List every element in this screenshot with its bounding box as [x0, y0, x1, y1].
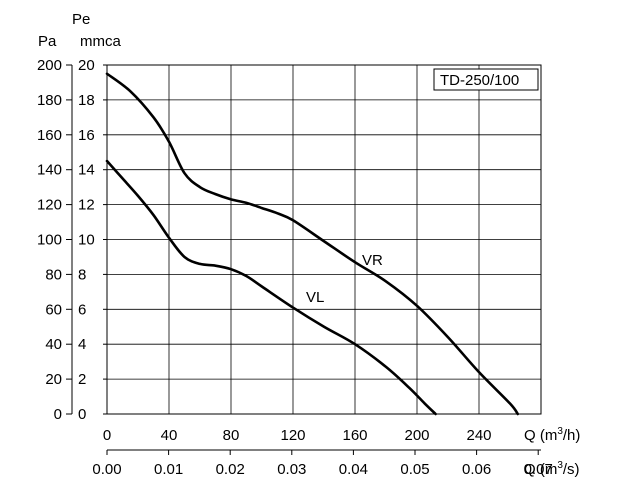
x-axis-title-m3s-tail: /s) — [563, 461, 580, 478]
mmca-tick-label: 14 — [78, 162, 95, 179]
mmca-tick-label: 4 — [78, 336, 86, 353]
legend-text: TD-250/100 — [440, 72, 519, 89]
pa-tick-label: 140 — [37, 162, 62, 179]
x-tick-label-m3h: 200 — [404, 427, 429, 444]
x-axis-title-m3s-base: Q (m — [524, 461, 557, 478]
mmca-tick-label: 2 — [78, 371, 86, 388]
x-axis-title-m3s-sup: 3 — [557, 460, 563, 471]
x-tick-label-m3s: 0.05 — [400, 461, 429, 478]
pa-tick-label: 120 — [37, 197, 62, 214]
axis-title-pe: Pe — [72, 11, 90, 28]
pa-tick-label: 40 — [45, 336, 62, 353]
mmca-tick-label: 18 — [78, 92, 95, 109]
x-axis-title-m3h-sup: 3 — [557, 426, 563, 437]
x-axis-title-m3h-base: Q (m — [524, 427, 557, 444]
pa-tick-label: 60 — [45, 301, 62, 318]
series-line-vr — [105, 72, 520, 416]
x-tick-label-m3s: 0.04 — [339, 461, 368, 478]
pa-tick-label: 20 — [45, 371, 62, 388]
mmca-tick-label: 0 — [78, 406, 86, 423]
axis-title-mmca: mmca — [80, 33, 121, 50]
mmca-tick-label: 12 — [78, 197, 95, 214]
series-label-vl: VL — [306, 289, 324, 306]
mmca-tick-label: 20 — [78, 57, 95, 74]
x-tick-label-m3h: 240 — [466, 427, 491, 444]
mmca-tick-label: 10 — [78, 232, 95, 249]
x-tick-label-m3s: 0.00 — [92, 461, 121, 478]
mmca-tick-label: 6 — [78, 301, 86, 318]
x-tick-label-m3s: 0.01 — [154, 461, 183, 478]
x-axis-title-m3h: Q (m3/h) — [524, 426, 580, 444]
series-line-vl — [105, 159, 437, 416]
x-tick-label-m3h: 40 — [161, 427, 178, 444]
x-axis-title-m3h-tail: /h) — [563, 427, 581, 444]
x-tick-label-m3s: 0.03 — [277, 461, 306, 478]
x-tick-label-m3h: 160 — [342, 427, 367, 444]
x-tick-label-m3s: 0.06 — [462, 461, 491, 478]
pa-tick-label: 100 — [37, 232, 62, 249]
pa-tick-label: 0 — [54, 406, 62, 423]
pa-tick-label: 180 — [37, 92, 62, 109]
pa-tick-label: 160 — [37, 127, 62, 144]
x-tick-label-m3h: 0 — [103, 427, 111, 444]
axis-title-pa: Pa — [38, 33, 57, 50]
legend-box — [433, 68, 539, 91]
series-label-vr: VR — [362, 252, 383, 269]
mmca-tick-label: 16 — [78, 127, 95, 144]
pa-tick-label: 80 — [45, 266, 62, 283]
mmca-tick-label: 8 — [78, 266, 86, 283]
x-axis-title-m3s: Q (m3/s) — [524, 460, 580, 478]
x-tick-label-m3h: 80 — [223, 427, 240, 444]
x-tick-label-m3s: 0.02 — [216, 461, 245, 478]
x-tick-label-m3h: 120 — [280, 427, 305, 444]
x-tick-label-m3s: 0.07 — [524, 461, 553, 478]
pa-tick-label: 200 — [37, 57, 62, 74]
